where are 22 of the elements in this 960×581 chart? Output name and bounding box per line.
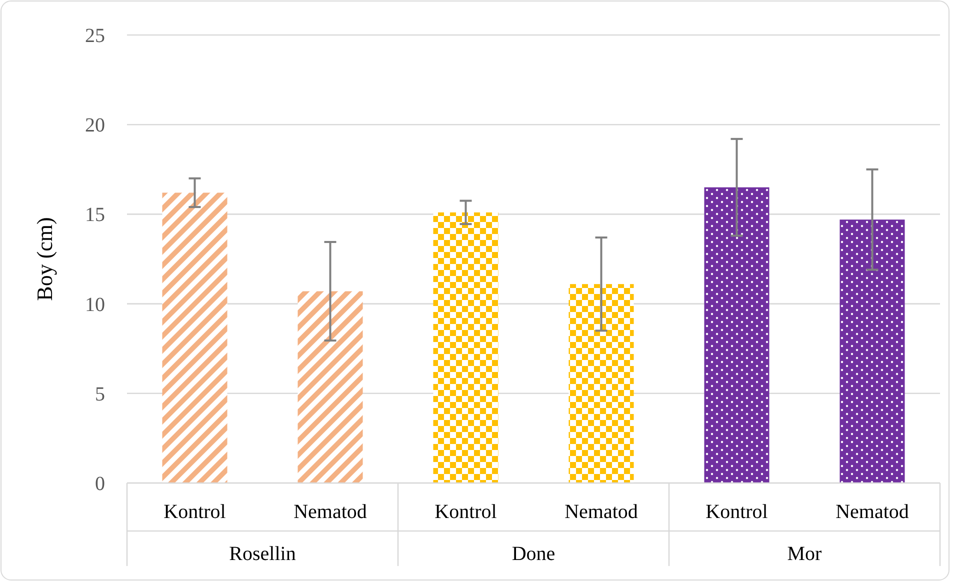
bar [840,220,905,483]
y-tick-label: 15 [85,204,105,226]
y-axis-title: Boy (cm) [32,217,57,301]
x-tick-label: Kontrol [434,501,498,523]
bar [704,187,770,483]
y-tick-label: 0 [95,473,105,495]
y-tick-label: 20 [85,114,105,137]
bar [162,192,228,483]
y-tick-label: 5 [95,383,105,406]
x-tick-label: Kontrol [706,501,768,523]
x-tick-label: Nematod [564,501,638,523]
x-tick-label: Nematod [294,501,367,523]
bar [298,291,363,483]
y-tick-label: 25 [85,25,105,47]
x-tick-label: Nematod [836,501,909,523]
y-tick-label: 10 [85,294,105,316]
x-tick-label: Kontrol [164,501,226,523]
text: Done [512,543,556,565]
text: Rosellin [229,543,296,565]
text: Mor [787,543,822,565]
bar [568,284,634,483]
bar [433,212,498,483]
